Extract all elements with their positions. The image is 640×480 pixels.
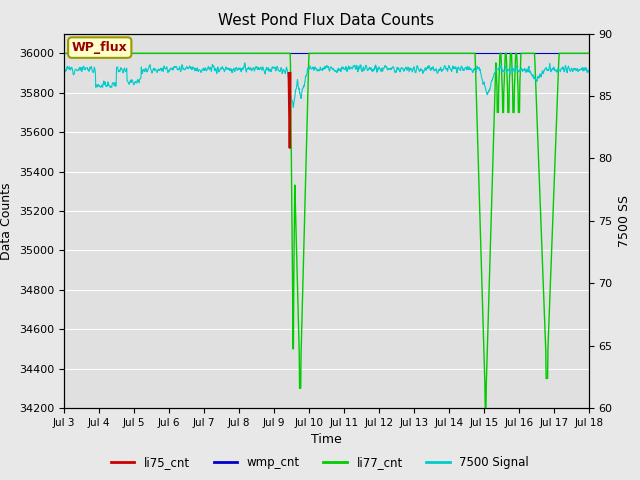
Title: West Pond Flux Data Counts: West Pond Flux Data Counts bbox=[218, 13, 435, 28]
X-axis label: Time: Time bbox=[311, 433, 342, 446]
Legend: li75_cnt, wmp_cnt, li77_cnt, 7500 Signal: li75_cnt, wmp_cnt, li77_cnt, 7500 Signal bbox=[106, 452, 534, 474]
Y-axis label: Data Counts: Data Counts bbox=[1, 182, 13, 260]
Y-axis label: 7500 SS: 7500 SS bbox=[618, 195, 631, 247]
Text: WP_flux: WP_flux bbox=[72, 41, 127, 54]
